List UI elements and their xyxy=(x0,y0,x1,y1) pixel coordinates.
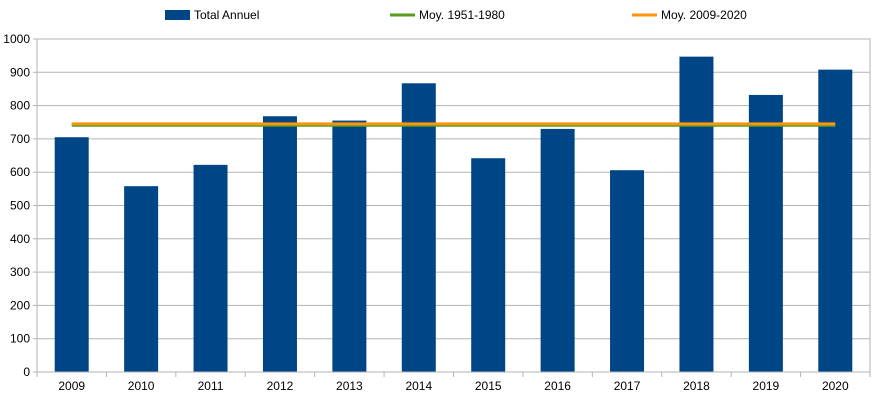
bar-2013 xyxy=(332,120,367,373)
gridlines xyxy=(37,38,870,373)
legend-label: Moy. 1951-1980 xyxy=(419,8,505,22)
x-tick-label: 2009 xyxy=(58,379,85,393)
x-tick-label: 2018 xyxy=(683,379,710,393)
y-tick-label: 500 xyxy=(10,199,30,213)
plot-area-frame xyxy=(36,38,871,373)
y-tick-label: 0 xyxy=(23,365,30,379)
bar-2014 xyxy=(401,83,436,372)
y-tick-label: 800 xyxy=(10,99,30,113)
legend-label: Moy. 2009-2020 xyxy=(661,8,747,22)
average-lines xyxy=(71,122,836,127)
bar-2015 xyxy=(471,158,506,372)
x-tick-label: 2017 xyxy=(614,379,641,393)
y-tick-label: 600 xyxy=(10,165,30,179)
y-tick-label: 200 xyxy=(10,298,30,312)
legend-label: Total Annuel xyxy=(194,8,259,22)
y-tick-label: 1000 xyxy=(3,32,30,46)
x-axis-ticks: 2009 2010 2011 2012 2013 2014 2015 2016 2017 2018… xyxy=(36,372,871,393)
x-tick-label: 2012 xyxy=(267,379,294,393)
bar-2019 xyxy=(748,94,783,372)
x-tick-label: 2020 xyxy=(822,379,849,393)
legend: Total Annuel Moy. 1951-1980 Moy. 2009-2020 xyxy=(165,8,747,22)
y-tick-label: 300 xyxy=(10,265,30,279)
bar-2020 xyxy=(818,69,853,373)
bar-2018 xyxy=(679,56,714,373)
x-tick-label: 2019 xyxy=(753,379,780,393)
x-tick-label: 2015 xyxy=(475,379,502,393)
bar-2017 xyxy=(610,170,645,372)
bar-2012 xyxy=(262,116,297,372)
y-tick-label: 400 xyxy=(10,232,30,246)
y-tick-label: 700 xyxy=(10,132,30,146)
x-tick-label: 2010 xyxy=(128,379,155,393)
x-tick-label: 2016 xyxy=(544,379,571,393)
bar-2010 xyxy=(124,186,159,372)
x-tick-label: 2011 xyxy=(198,379,224,393)
legend-swatch-bar xyxy=(165,10,190,20)
y-axis-ticks: 0 100 200 300 400 500 600 700 800 900 1000 xyxy=(3,32,37,379)
x-tick-label: 2013 xyxy=(336,379,363,393)
bar-2009 xyxy=(54,137,89,372)
bar-series xyxy=(54,56,853,373)
y-tick-label: 900 xyxy=(10,65,30,79)
bar-2016 xyxy=(540,128,575,372)
y-tick-label: 100 xyxy=(10,332,30,346)
bar-2011 xyxy=(193,164,228,372)
x-tick-label: 2014 xyxy=(405,379,432,393)
